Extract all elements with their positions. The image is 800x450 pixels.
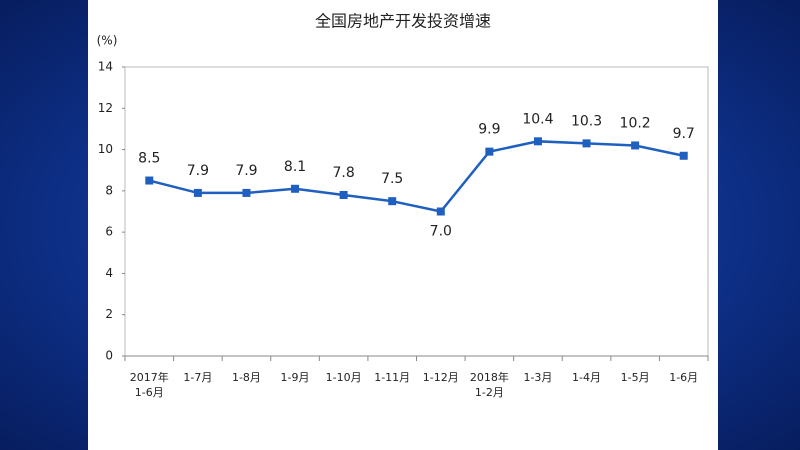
data-label: 7.9 xyxy=(187,163,209,179)
x-tick-label: 2017年 1-6月 xyxy=(129,371,169,399)
marker xyxy=(193,188,202,197)
x-tick-label: 1-8月 xyxy=(231,371,261,384)
y-tick-label: 8 xyxy=(105,183,113,197)
y-tick-label: 6 xyxy=(105,225,113,239)
marker xyxy=(582,139,591,148)
marker xyxy=(291,184,300,193)
data-label: 10.2 xyxy=(620,115,651,131)
data-label: 7.5 xyxy=(381,171,403,187)
x-tick-label: 1-11月 xyxy=(374,371,411,384)
y-tick-label: 14 xyxy=(98,60,113,74)
data-label: 7.0 xyxy=(430,224,452,240)
marker xyxy=(145,176,154,185)
x-tick-label: 1-12月 xyxy=(422,371,459,384)
chart-title: 全国房地产开发投资增速 xyxy=(315,12,491,31)
marker xyxy=(631,141,640,150)
x-tick-label: 1-9月 xyxy=(280,371,310,384)
x-tick-label: 1-5月 xyxy=(620,371,650,384)
data-label: 10.4 xyxy=(522,111,553,127)
data-label: 9.7 xyxy=(673,126,695,142)
y-tick-label: 0 xyxy=(105,349,113,363)
y-tick-label: 4 xyxy=(105,266,113,280)
data-label: 8.1 xyxy=(284,159,306,175)
x-tick-label: 1-3月 xyxy=(523,371,553,384)
plot-frame xyxy=(124,66,709,357)
data-label: 10.3 xyxy=(571,113,602,129)
y-axis-unit: (%) xyxy=(97,34,118,48)
chart-panel xyxy=(88,0,718,450)
y-tick-label: 2 xyxy=(105,307,113,321)
data-label: 7.9 xyxy=(235,163,257,179)
x-tick-label: 2018年 1-2月 xyxy=(469,371,509,399)
x-tick-label: 1-10月 xyxy=(325,371,362,384)
marker xyxy=(242,188,251,197)
marker xyxy=(388,197,397,206)
y-tick-label: 12 xyxy=(98,101,113,115)
x-tick-label: 1-4月 xyxy=(572,371,602,384)
marker xyxy=(533,137,542,146)
marker xyxy=(436,207,445,216)
marker xyxy=(339,190,348,199)
y-tick-label: 10 xyxy=(98,142,113,156)
data-label: 7.8 xyxy=(332,165,354,181)
line xyxy=(148,140,684,213)
marker xyxy=(679,151,688,160)
marker xyxy=(485,147,494,156)
x-tick-label: 1-6月 xyxy=(669,371,699,384)
x-tick-label: 1-7月 xyxy=(183,371,213,384)
data-label: 9.9 xyxy=(478,122,500,138)
data-label: 8.5 xyxy=(138,151,160,167)
